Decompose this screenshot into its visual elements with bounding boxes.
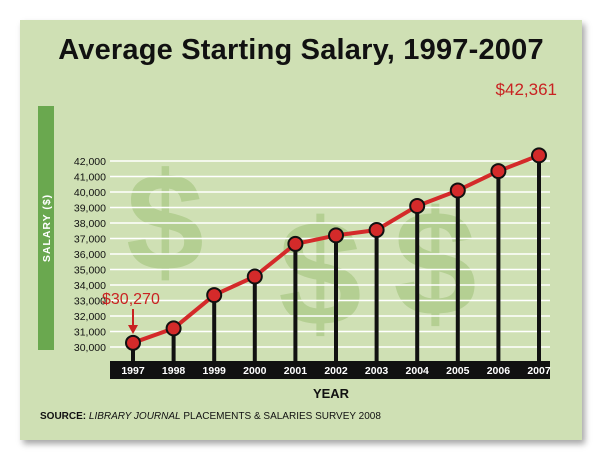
y-tick-label: 36,000 [74, 249, 106, 261]
data-point [368, 221, 385, 238]
source-rest: PLACEMENTS & SALARIES SURVEY 2008 [183, 411, 381, 422]
y-axis-bar: SALARY ($) [38, 106, 54, 350]
dollar-sign-icon: $ [393, 179, 476, 347]
data-point [409, 197, 426, 214]
y-tick-label: 35,000 [74, 265, 106, 277]
x-tick-label: 1999 [203, 365, 227, 377]
source-publication: LIBRARY JOURNAL [88, 411, 181, 422]
x-axis-strip: 1997 1998 1999 2000 2001 2002 2003 2004 2005 2006… [110, 361, 551, 401]
data-point [206, 287, 223, 304]
chart-card: $ $ $ SALARY ($) 30,000 31,000 32,000 33,000 3… [20, 20, 582, 440]
y-tick-label: 42,000 [74, 156, 106, 168]
x-tick-label: 1997 [121, 365, 145, 377]
source-prefix: SOURCE: [40, 411, 87, 422]
data-point [490, 163, 507, 180]
x-tick-label: 2005 [446, 365, 470, 377]
x-tick-label: 2007 [527, 365, 551, 377]
y-tick-label: 33,000 [74, 296, 106, 308]
data-point [125, 334, 141, 351]
gridlines [110, 160, 550, 348]
data-points [125, 147, 547, 351]
y-tick-label: 34,000 [74, 280, 106, 292]
y-axis-label-bar [38, 106, 54, 350]
source-note: SOURCE: LIBRARY JOURNAL PLACEMENTS & SAL… [40, 411, 381, 422]
data-point [287, 235, 304, 252]
y-tick-label: 41,000 [74, 172, 106, 184]
annotations: $30,270 $42,361 [102, 80, 557, 334]
annotation-end: $42,361 [496, 80, 557, 99]
x-axis-strip-bg [110, 361, 550, 379]
y-tick-label: 38,000 [74, 218, 106, 230]
y-tick-label: 39,000 [74, 203, 106, 215]
y-tick-label: 32,000 [74, 311, 106, 323]
y-axis-label: SALARY ($) [41, 194, 53, 262]
y-tick-label: 30,000 [74, 342, 106, 354]
x-tick-label: 2004 [406, 365, 430, 377]
y-tick-label: 37,000 [74, 234, 106, 246]
chart-title: Average Starting Salary, 1997-2007 [58, 34, 544, 66]
data-point [165, 320, 182, 337]
dollar-sign-icon: $ [278, 189, 361, 357]
data-point [531, 147, 547, 164]
y-tick-label: 40,000 [74, 187, 106, 199]
y-tick-label: 31,000 [74, 327, 106, 339]
x-axis-label: YEAR [313, 386, 350, 401]
x-tick-label: 2001 [284, 365, 308, 377]
data-point [328, 227, 344, 244]
x-tick-label: 2000 [243, 365, 267, 377]
x-tick-label: 2006 [487, 365, 511, 377]
x-tick-label: 2002 [324, 365, 348, 377]
data-point [246, 268, 263, 285]
chart-canvas: $ $ $ SALARY ($) 30,00031,00032,00033,0003… [38, 80, 557, 401]
x-tick-label: 2003 [365, 365, 389, 377]
data-point [449, 182, 466, 199]
arrow-down-icon [128, 325, 138, 334]
y-tick-labels: 30,000 31,000 32,000 33,000 34,000 35,000 36,0… [74, 156, 106, 354]
dollar-sign-icon: $ [126, 143, 204, 300]
annotation-start: $30,270 [102, 291, 160, 308]
x-tick-label: 1998 [162, 365, 186, 377]
